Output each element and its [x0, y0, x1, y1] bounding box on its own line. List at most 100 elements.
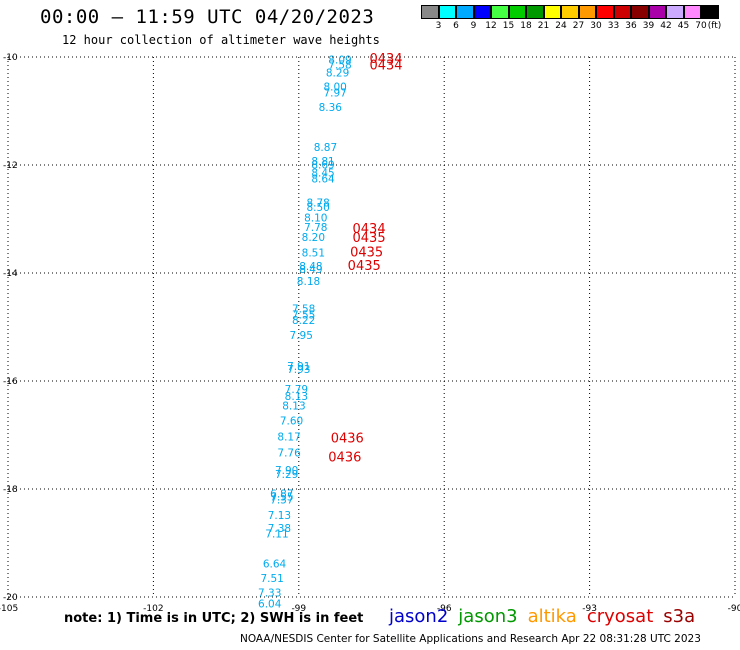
- tick-labels: -105 -102 -99 -96 -93 -90 -10 -12 -14 -16 -18 -20: [0, 53, 740, 614]
- legend-swatch: [648, 5, 666, 19]
- mission-jason2: jason2: [389, 606, 449, 627]
- y-tick-label: -14: [3, 269, 18, 279]
- swh-value: 8.51: [302, 247, 325, 259]
- legend-label: 6: [453, 21, 459, 31]
- legend-swatch: [543, 5, 561, 19]
- x-tick-label: -105: [0, 604, 18, 614]
- footer-note: note: 1) Time is in UTC; 2) SWH is in fe…: [64, 611, 364, 626]
- swh-value: 6.87: [270, 488, 293, 500]
- swh-value: 8.29: [326, 68, 349, 80]
- swh-value: 8.50: [306, 202, 329, 214]
- swh-value: 8.18: [297, 276, 320, 288]
- legend-label: 27: [572, 21, 585, 31]
- time-label: 0434: [353, 222, 386, 237]
- swh-value: 8.69: [311, 159, 334, 171]
- swh-value: 8.10: [304, 212, 327, 224]
- legend-swatches: [421, 5, 719, 19]
- swh-value: 7.13: [268, 510, 291, 522]
- swh-value: 7.97: [323, 88, 346, 100]
- swh-value: 7.58: [292, 304, 315, 316]
- legend-swatch: [491, 5, 509, 19]
- legend-label: 18: [520, 21, 532, 31]
- time-label: 0434: [369, 59, 402, 74]
- mission-altika: altika: [527, 606, 577, 627]
- legend-labels: 3 6 9 12 15 18 21 24 27 30 33 36 39 42 45 70 (ft): [421, 19, 722, 31]
- x-tick-label: -99: [291, 604, 306, 614]
- swh-value: 7.51: [260, 573, 283, 585]
- legend-label: 36: [625, 21, 637, 31]
- legend-label: 24: [555, 21, 567, 31]
- legend-swatch: [561, 5, 579, 19]
- legend-label: 33: [607, 21, 620, 31]
- legend-label: 15: [502, 21, 515, 31]
- swh-value: 8.00: [323, 82, 346, 94]
- time-label: 0436: [328, 451, 361, 466]
- swh-value: 6.64: [263, 559, 287, 571]
- legend-swatch: [438, 5, 456, 19]
- legend-swatch: [631, 5, 649, 19]
- time-label: 0435: [353, 231, 386, 246]
- swh-value: 7.91: [287, 361, 310, 373]
- swh-value: 8.78: [306, 197, 329, 209]
- swh-value: 7.58: [328, 60, 351, 72]
- legend-label: 45: [677, 21, 690, 31]
- legend-label: 3: [435, 21, 442, 31]
- swh-value: 8.45: [311, 168, 334, 180]
- legend-label: 42: [660, 21, 672, 31]
- swh-value: 8.48: [299, 261, 322, 273]
- swh-value: 7.11: [265, 528, 288, 540]
- legend-label: 12: [485, 21, 497, 31]
- y-tick-label: -16: [3, 377, 18, 387]
- credit-line: NOAA/NESDIS Center for Satellite Applica…: [240, 633, 701, 645]
- legend-label: (ft): [707, 21, 722, 31]
- y-tick-label: -18: [3, 485, 18, 495]
- swh-points: 8.097.588.298.007.978.368.878.818.698.45…: [258, 55, 352, 611]
- swh-value: 7.60: [280, 415, 303, 427]
- swh-value: 7.29: [275, 469, 298, 481]
- legend-swatch: [456, 5, 474, 19]
- legend-swatch: [508, 5, 526, 19]
- legend-label: 39: [642, 21, 655, 31]
- legend-swatch: [596, 5, 614, 19]
- swh-value: 7.95: [290, 330, 313, 342]
- legend-swatch: [473, 5, 491, 19]
- x-tick-label: -102: [143, 604, 163, 614]
- legend-label: 70: [695, 21, 707, 31]
- swh-value: 7.90: [275, 465, 298, 477]
- y-tick-label: -12: [3, 161, 18, 171]
- swh-value: 7.55: [292, 310, 315, 322]
- swh-value: 7.38: [268, 523, 291, 535]
- swh-value: 7.93: [287, 364, 310, 376]
- chart-subtitle: 12 hour collection of altimeter wave hei…: [62, 33, 380, 47]
- mission-jason3: jason3: [458, 606, 518, 627]
- time-label: 0434: [369, 52, 402, 67]
- time-label: 0435: [350, 245, 383, 260]
- legend-swatch: [421, 5, 439, 19]
- swh-value: 8.64: [311, 174, 335, 186]
- plot-frame: [7, 56, 736, 598]
- legend-swatch: [701, 5, 719, 19]
- legend-swatch: [578, 5, 596, 19]
- swh-value: 8.81: [311, 156, 334, 168]
- chart-title: 00:00 – 11:59 UTC 04/20/2023: [40, 6, 375, 28]
- y-tick-label: -10: [3, 53, 18, 63]
- legend-swatch: [666, 5, 684, 19]
- time-label: 0435: [348, 259, 381, 274]
- swh-value: 7.33: [258, 588, 281, 600]
- y-tick-label: -20: [3, 593, 18, 603]
- grid-layer: [8, 57, 735, 597]
- swh-value: 8.49: [299, 264, 322, 276]
- legend-label: 21: [537, 21, 550, 31]
- legend-label: 30: [590, 21, 602, 31]
- swh-value: 8.13: [282, 400, 305, 412]
- x-tick-label: -96: [437, 604, 452, 614]
- swh-value: 8.17: [277, 432, 300, 444]
- time-label: 0436: [331, 432, 364, 447]
- swh-value: 7.78: [304, 222, 327, 234]
- legend-swatch: [526, 5, 544, 19]
- swh-value: 8.13: [285, 391, 308, 403]
- legend-swatch: [683, 5, 701, 19]
- swh-value: 8.36: [319, 102, 343, 114]
